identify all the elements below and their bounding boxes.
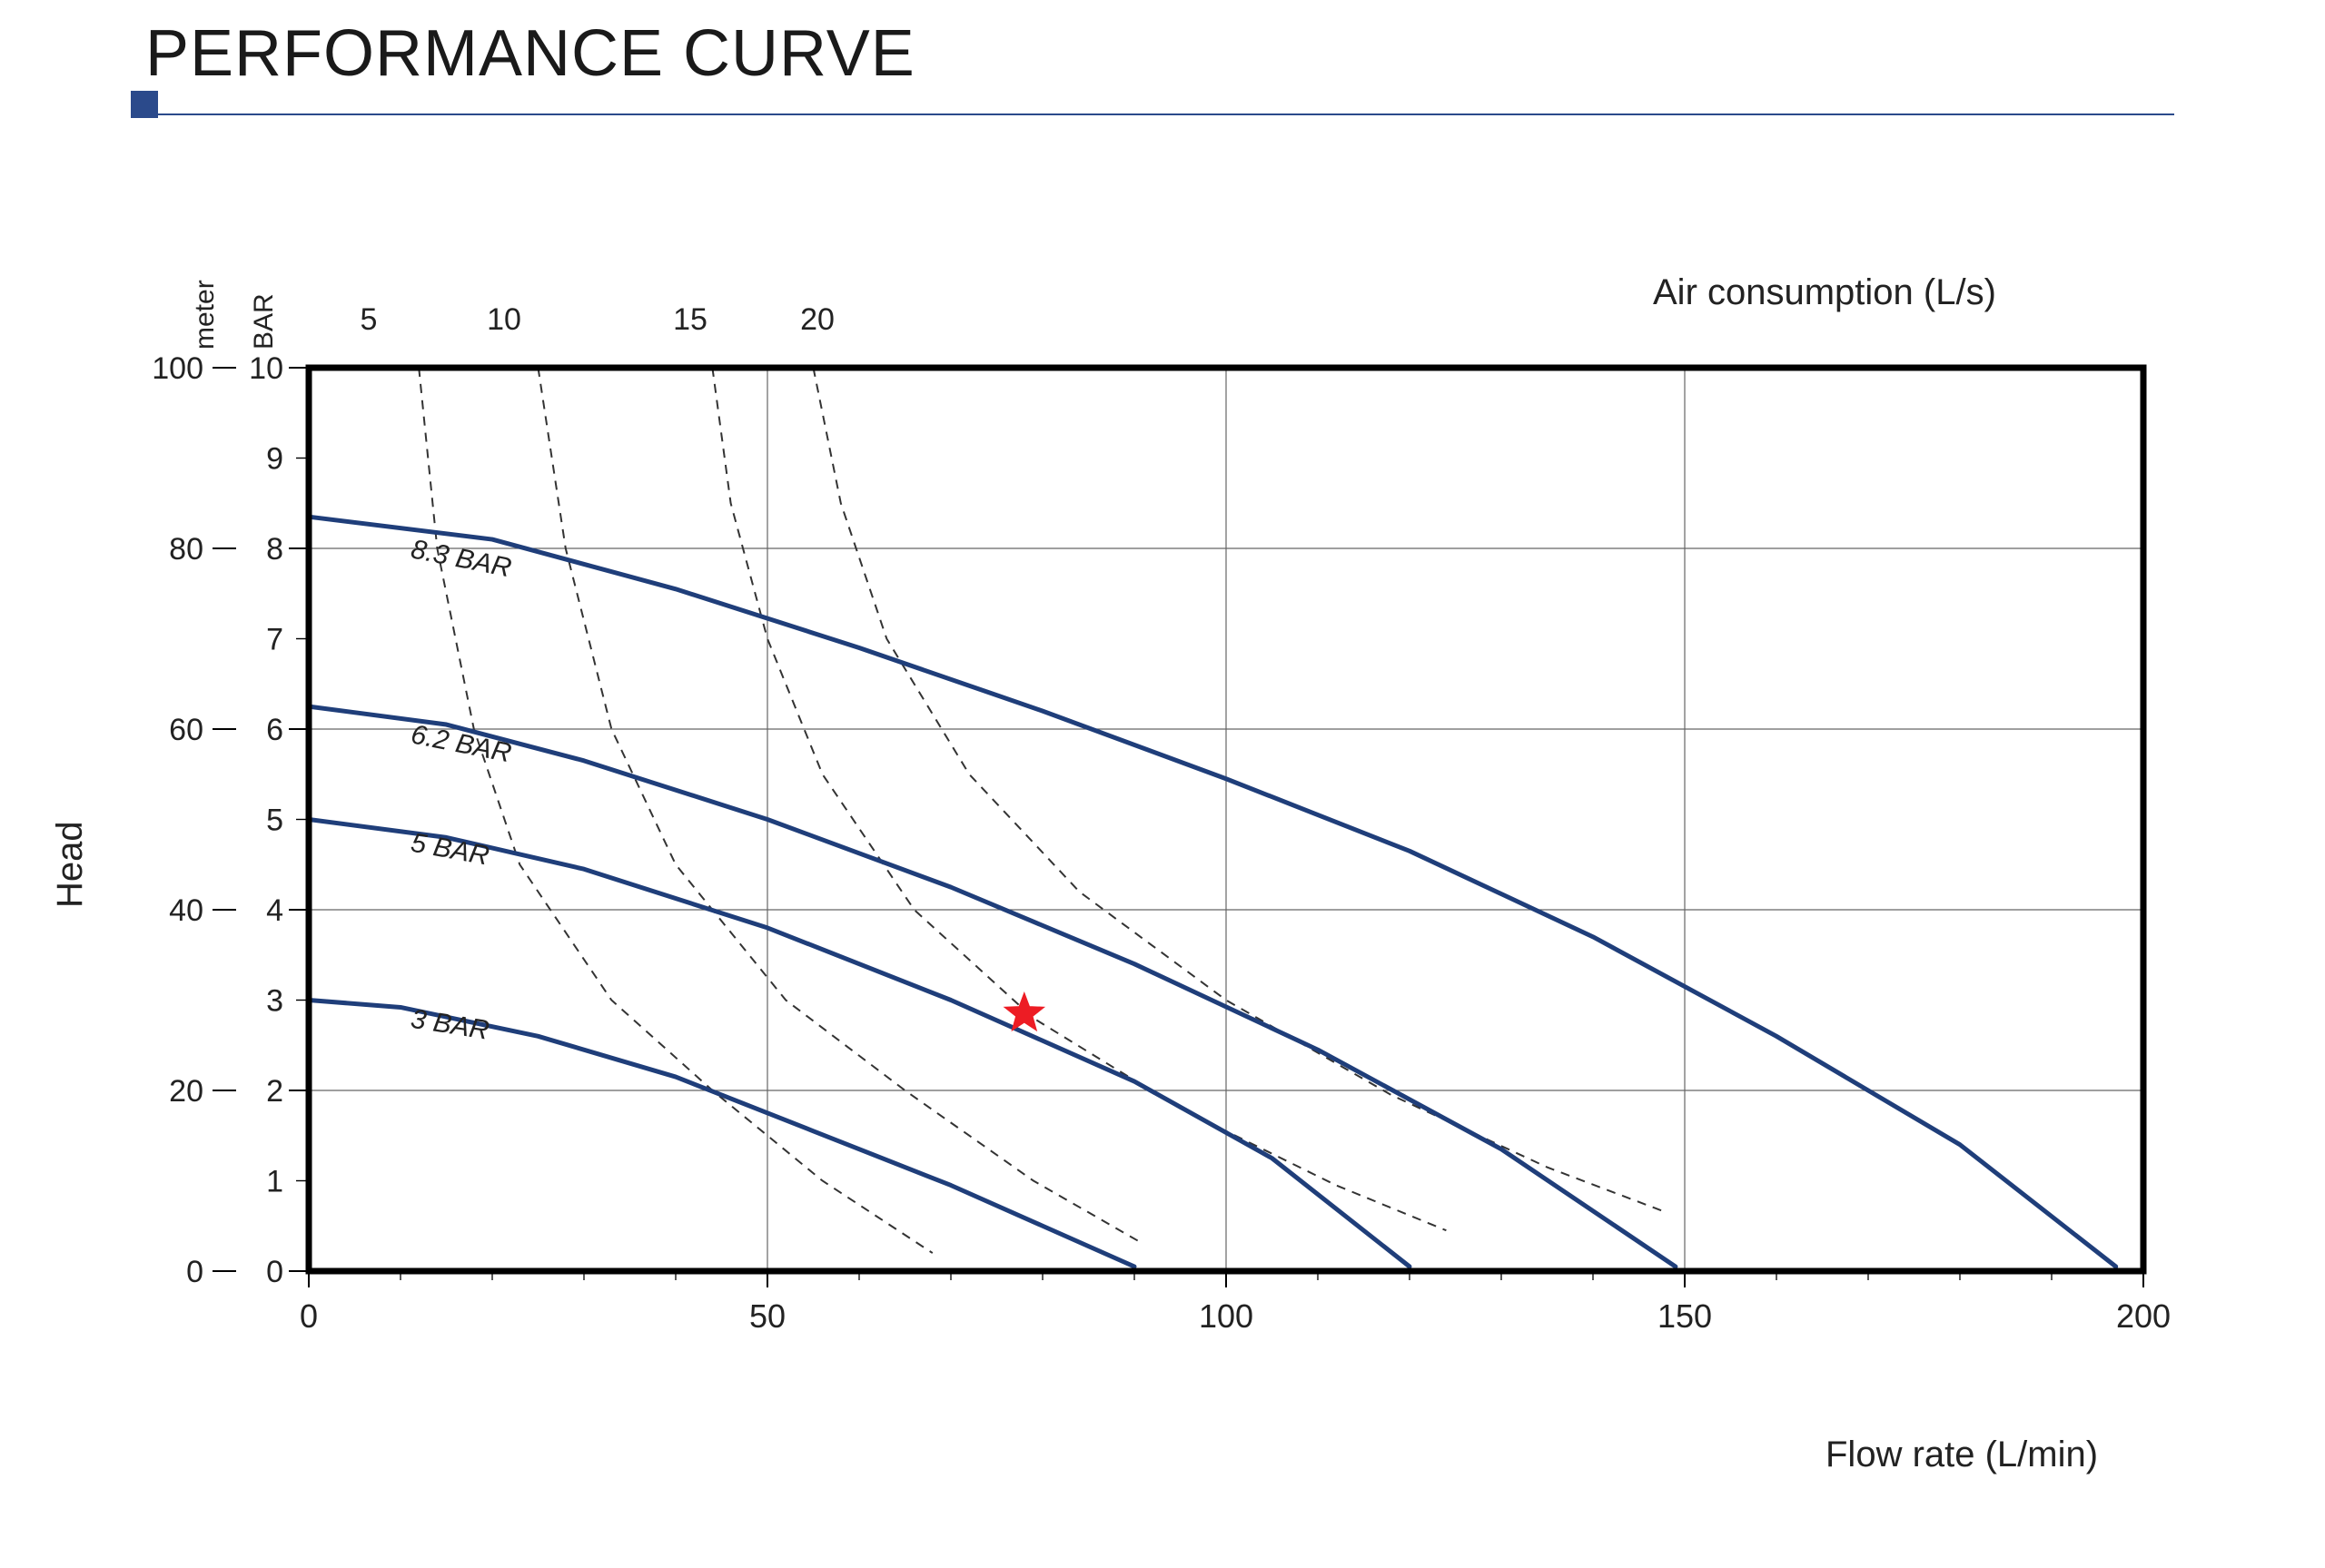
svg-text:1: 1	[266, 1165, 283, 1199]
svg-text:10: 10	[487, 302, 521, 337]
svg-text:BAR: BAR	[249, 293, 279, 350]
svg-text:200: 200	[2116, 1297, 2171, 1335]
svg-text:meter: meter	[190, 280, 220, 350]
svg-text:20: 20	[169, 1074, 203, 1109]
svg-text:10: 10	[249, 351, 283, 386]
svg-text:150: 150	[1657, 1297, 1712, 1335]
svg-text:15: 15	[673, 302, 707, 337]
svg-text:20: 20	[800, 302, 835, 337]
svg-text:80: 80	[169, 532, 203, 567]
performance-chart: 8.3 BAR6.2 BAR5 BAR3 BAR0501001502000123…	[0, 0, 2325, 1568]
svg-text:50: 50	[749, 1297, 786, 1335]
svg-text:5: 5	[266, 804, 283, 838]
svg-text:60: 60	[169, 713, 203, 747]
svg-text:3: 3	[266, 984, 283, 1019]
svg-text:5: 5	[361, 302, 378, 337]
svg-text:6: 6	[266, 713, 283, 747]
svg-text:7: 7	[266, 623, 283, 657]
svg-text:2: 2	[266, 1074, 283, 1109]
svg-text:0: 0	[300, 1297, 318, 1335]
svg-text:40: 40	[169, 893, 203, 928]
svg-text:9: 9	[266, 442, 283, 477]
svg-text:4: 4	[266, 893, 283, 928]
svg-text:0: 0	[266, 1255, 283, 1289]
svg-text:8: 8	[266, 532, 283, 567]
svg-text:100: 100	[152, 351, 203, 386]
svg-text:0: 0	[186, 1255, 203, 1289]
svg-text:100: 100	[1199, 1297, 1253, 1335]
